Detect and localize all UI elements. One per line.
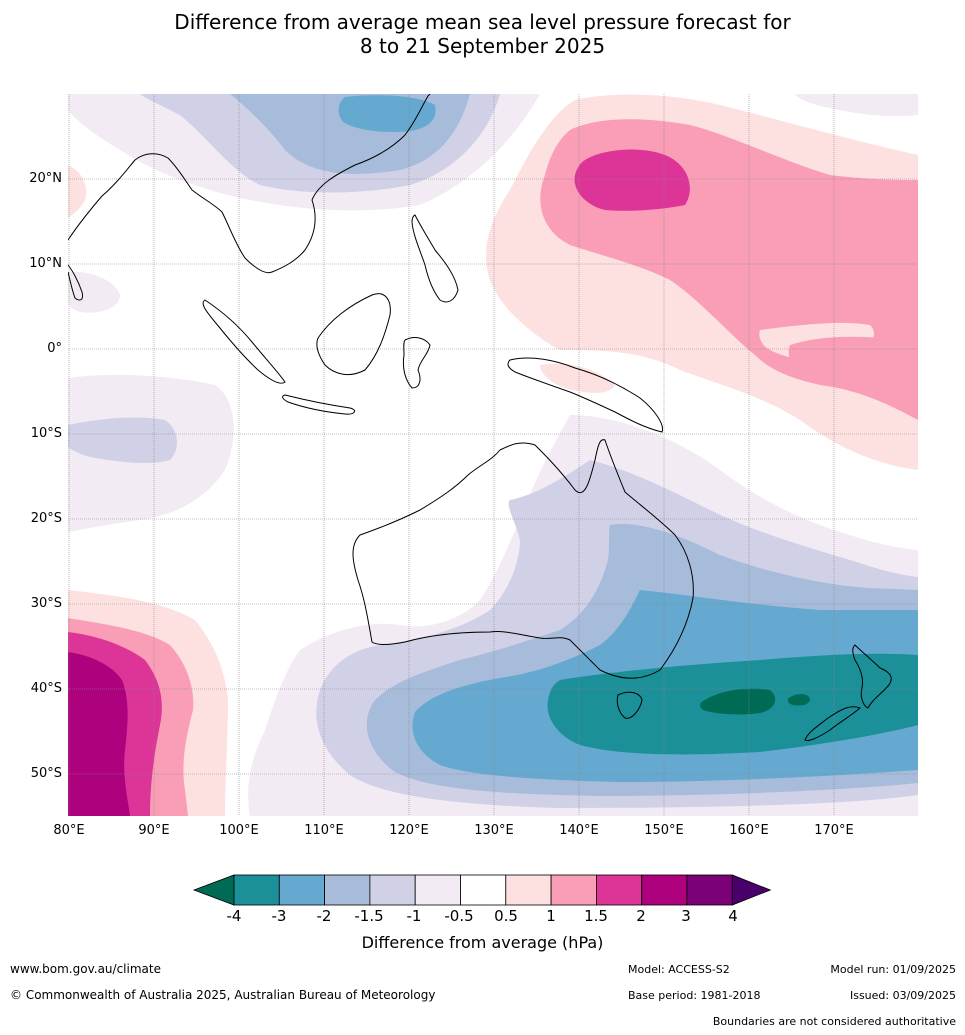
- graticule: [68, 94, 918, 816]
- java-coastline: [282, 394, 356, 415]
- borneo-coastline: [316, 293, 391, 376]
- colorbar: [192, 874, 772, 906]
- colorbar-segment: [596, 874, 643, 906]
- small-negative-patch: [68, 271, 120, 313]
- colorbar-tick: -1: [406, 907, 422, 925]
- lat-label-20n: 20°N: [29, 171, 62, 186]
- lat-label-30s: 30°S: [30, 596, 62, 611]
- title-line-2: 8 to 21 September 2025: [359, 34, 606, 58]
- lon-label-90e: 90°E: [138, 823, 170, 838]
- colorbar-segment: [369, 874, 416, 906]
- colorbar-tick: -4: [226, 907, 242, 925]
- lat-label-10s: 10°S: [30, 426, 62, 441]
- footer-disclaimer: Boundaries are not considered authoritat…: [712, 1015, 956, 1028]
- colorbar-tick: -0.5: [444, 907, 474, 925]
- tasmania-coastline: [616, 691, 643, 719]
- australia-coastline: [352, 439, 694, 679]
- new-guinea-coastline: [507, 357, 664, 433]
- lon-label-160e: 160°E: [729, 823, 769, 838]
- colorbar-tick: -1.5: [354, 907, 384, 925]
- coastlines: [68, 94, 892, 741]
- lon-label-80e: 80°E: [53, 823, 85, 838]
- colorbar-label: Difference from average (hPa): [361, 933, 604, 952]
- lat-label-20s: 20°S: [30, 511, 62, 526]
- northeast-negative-patch: [795, 94, 918, 117]
- indian-ocean-negative-anomaly: [68, 374, 234, 532]
- colorbar-segment: [233, 874, 280, 906]
- colorbar-segment: [460, 874, 507, 906]
- colorbar-segment: [414, 874, 461, 906]
- pacific-positive-anomaly: [486, 94, 918, 471]
- lat-label-0: 0°: [47, 341, 62, 356]
- philippines-coastline: [411, 214, 459, 303]
- colorbar-max-extension: [731, 874, 772, 906]
- lat-label-50s: 50°S: [30, 766, 62, 781]
- colorbar-tick: -2: [316, 907, 332, 925]
- colorbar-segment: [550, 874, 597, 906]
- colorbar-tick: 1.5: [584, 907, 608, 925]
- lat-label-40s: 40°S: [30, 681, 62, 696]
- colorbar-segment: [278, 874, 325, 906]
- colorbar-tick: 1: [546, 907, 556, 925]
- new-zealand-north-coastline: [852, 644, 892, 709]
- footer-url: www.bom.gov.au/climate: [10, 962, 161, 976]
- asia-coastline: [68, 94, 431, 274]
- southwest-positive-anomaly: [68, 590, 228, 816]
- colorbar-segment: [641, 874, 688, 906]
- colorbar-tick: 0.5: [494, 907, 518, 925]
- colorbar-min-extension: [192, 874, 235, 906]
- footer-model: Model: ACCESS-S2: [628, 963, 730, 976]
- footer-base-period: Base period: 1981-2018: [628, 989, 761, 1002]
- colorbar-tick: -3: [271, 907, 287, 925]
- lat-label-10n: 10°N: [29, 256, 62, 271]
- colorbar-segment: [505, 874, 552, 906]
- footer-model-run: Model run: 01/09/2025: [830, 963, 956, 976]
- lon-label-150e: 150°E: [644, 823, 684, 838]
- sumatra-coastline: [202, 299, 286, 384]
- colorbar-segment: [686, 874, 733, 906]
- colorbar-tick: 2: [636, 907, 646, 925]
- colorbar-tick: 3: [681, 907, 691, 925]
- lon-label-140e: 140°E: [559, 823, 599, 838]
- lon-label-130e: 130°E: [474, 823, 514, 838]
- lon-label-120e: 120°E: [389, 823, 429, 838]
- southern-negative-anomaly: [248, 415, 918, 816]
- lon-label-170e: 170°E: [814, 823, 854, 838]
- small-positive-patch: [68, 165, 87, 218]
- colorbar-segment: [324, 874, 371, 906]
- new-zealand-south-coastline: [804, 706, 861, 741]
- footer-issued: Issued: 03/09/2025: [849, 989, 956, 1002]
- sulawesi-coastline: [402, 337, 431, 389]
- india-coastline: [68, 264, 83, 301]
- lon-label-100e: 100°E: [219, 823, 259, 838]
- title-line-1: Difference from average mean sea level p…: [174, 10, 791, 34]
- lon-label-110e: 110°E: [304, 823, 344, 838]
- colorbar-tick: 4: [728, 907, 738, 925]
- map-frame: [68, 94, 918, 816]
- footer-copyright: © Commonwealth of Australia 2025, Austra…: [10, 988, 436, 1002]
- map-title: Difference from average mean sea level p…: [0, 10, 965, 58]
